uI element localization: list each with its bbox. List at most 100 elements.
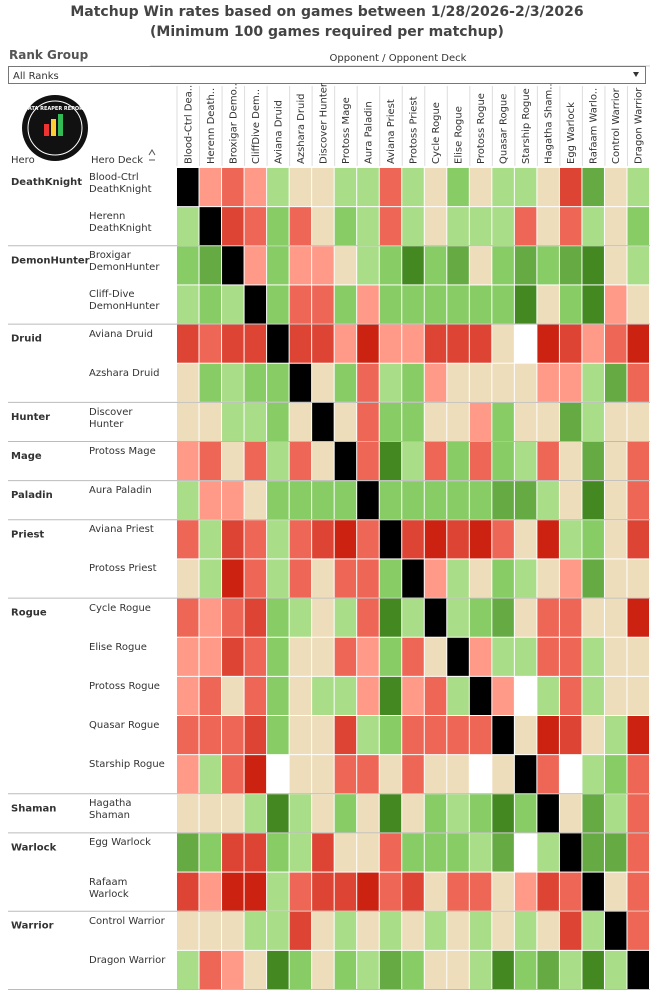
heat-cell <box>379 833 402 872</box>
heat-cell <box>177 911 199 950</box>
heat-cell <box>312 207 334 246</box>
heat-cell <box>289 168 312 207</box>
heat-cell <box>177 950 199 989</box>
heat-cell <box>559 363 582 402</box>
heat-cell <box>469 676 492 715</box>
heat-cell <box>177 598 199 637</box>
heat-cell <box>604 168 627 207</box>
heat-cell <box>627 911 649 950</box>
heat-cell <box>469 207 492 246</box>
heat-cell <box>424 324 447 363</box>
heat-cell <box>447 207 469 246</box>
heat-cell <box>199 716 222 755</box>
heat-cell <box>177 637 199 676</box>
deck-label: Elise Rogue <box>89 641 147 653</box>
heat-cell <box>379 559 402 598</box>
heat-cell <box>582 833 604 872</box>
heat-cell <box>312 716 334 755</box>
heat-cell <box>177 755 199 794</box>
heat-cell <box>514 559 537 598</box>
heat-cell <box>604 442 627 481</box>
heat-cell <box>334 598 357 637</box>
heat-cell <box>627 481 649 520</box>
heat-cell <box>199 559 222 598</box>
deck-label: Rafaam Warlock <box>89 876 129 900</box>
heat-cell <box>582 324 604 363</box>
dropdown-arrow[interactable] <box>633 72 639 77</box>
heat-cell <box>627 285 649 324</box>
deck-label: Blood-Ctrl DeathKnight <box>89 172 152 195</box>
heat-cell <box>469 794 492 833</box>
heat-cell <box>177 402 199 441</box>
heat-cell <box>267 285 289 324</box>
deck-label: Protoss Mage <box>89 446 156 457</box>
heat-cell <box>312 833 334 872</box>
heat-cell <box>537 911 559 950</box>
column-label: Aviana Druid <box>273 100 284 164</box>
deck-label-box: Herenn DeathKnight <box>89 211 152 234</box>
heat-cell <box>357 363 379 402</box>
heat-cell <box>469 324 492 363</box>
deck-label-box: Blood-Ctrl DeathKnight <box>89 172 152 195</box>
heat-cell <box>199 911 222 950</box>
heat-cell <box>492 716 514 755</box>
column-label: Quasar Rogue <box>499 94 510 164</box>
heat-cell <box>222 794 244 833</box>
heat-cell <box>627 872 649 911</box>
heat-cell <box>604 950 627 989</box>
heat-cell <box>627 402 649 441</box>
hero-label: DeathKnight <box>11 177 82 188</box>
heat-cell <box>177 207 199 246</box>
heat-cell <box>492 520 514 559</box>
heat-cell <box>312 442 334 481</box>
heat-cell <box>469 872 492 911</box>
column-label: Rafaam Warlo.. <box>589 88 600 164</box>
heat-cell <box>582 716 604 755</box>
heat-cell <box>537 676 559 715</box>
heat-cell <box>402 363 424 402</box>
heat-cell <box>244 950 267 989</box>
heat-cell <box>514 833 537 872</box>
heat-cell <box>379 794 402 833</box>
heat-cell <box>627 442 649 481</box>
heat-cell <box>289 872 312 911</box>
heat-cell <box>627 246 649 285</box>
column-label: Egg Warlock <box>566 102 577 164</box>
heat-cell <box>537 246 559 285</box>
heat-cell <box>312 520 334 559</box>
heat-cell <box>604 833 627 872</box>
column-label: Protoss Priest <box>409 96 420 164</box>
dropdown-box[interactable] <box>8 66 646 84</box>
heat-cell <box>402 481 424 520</box>
column-label: Cycle Rogue <box>431 102 442 164</box>
heat-cell <box>604 246 627 285</box>
heat-cell <box>537 598 559 637</box>
heat-cell <box>627 794 649 833</box>
heat-cell <box>492 402 514 441</box>
heat-cell <box>199 402 222 441</box>
sort-icon[interactable] <box>148 149 156 161</box>
heat-cell <box>222 637 244 676</box>
heat-cell <box>312 363 334 402</box>
filter-dropdown[interactable]: All Ranks <box>8 66 646 84</box>
heat-cell <box>627 559 649 598</box>
heat-cell <box>424 598 447 637</box>
heat-cell <box>289 598 312 637</box>
heat-cell <box>177 559 199 598</box>
heat-cell <box>334 755 357 794</box>
heat-cell <box>424 442 447 481</box>
filter-label: Rank Group <box>9 48 89 62</box>
heat-cell <box>334 481 357 520</box>
hero-label: Mage <box>11 451 42 462</box>
heat-cell <box>514 637 537 676</box>
dropdown-value[interactable]: All Ranks <box>13 71 59 82</box>
hero-label: Rogue <box>11 608 47 619</box>
heat-cell <box>537 716 559 755</box>
logo-bar <box>44 124 49 136</box>
heat-cell <box>177 246 199 285</box>
heat-cell <box>447 285 469 324</box>
heat-cell <box>559 755 582 794</box>
heat-cell <box>244 285 267 324</box>
heat-cell <box>604 481 627 520</box>
heat-cell <box>334 520 357 559</box>
